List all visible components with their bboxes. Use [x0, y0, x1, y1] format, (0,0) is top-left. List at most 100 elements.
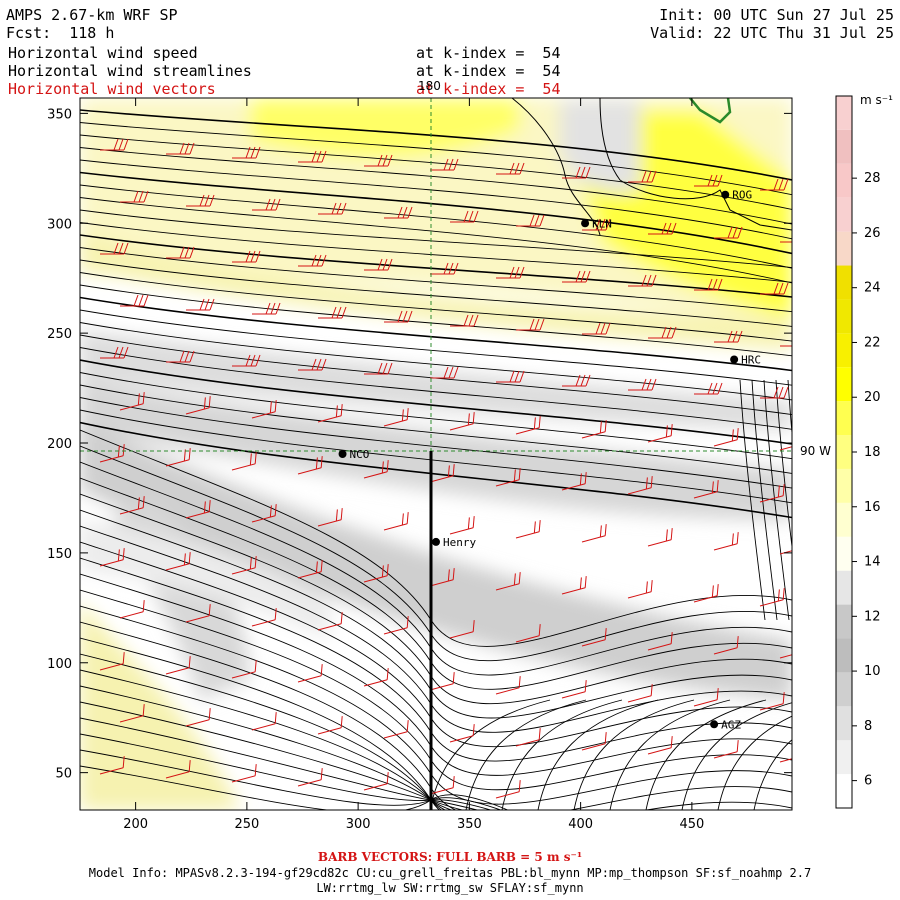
streamline — [80, 109, 792, 181]
colorbar-segment — [836, 129, 852, 164]
streamline — [573, 699, 695, 810]
wind-barb — [186, 194, 215, 207]
wind-barb — [298, 150, 327, 163]
wind-barb — [251, 608, 277, 627]
colorbar-segment — [836, 774, 852, 808]
wind-barb — [252, 198, 281, 211]
streamline — [80, 384, 792, 474]
colorbar-segment — [836, 333, 852, 368]
wind-barb — [383, 512, 409, 531]
streamline — [609, 699, 731, 810]
wind-barb — [251, 712, 277, 731]
wind-barb — [581, 524, 607, 543]
streamline — [787, 379, 792, 439]
y-tick-label: 150 — [47, 547, 72, 562]
colorbar-segment — [836, 96, 852, 130]
wind-barbs — [99, 138, 792, 799]
wind-barb — [297, 560, 323, 579]
field-name-streamlines: Horizontal wind streamlines — [8, 62, 252, 80]
streamline — [80, 372, 792, 460]
colorbar-segment — [836, 604, 852, 639]
colorbar-tick-label: 28 — [864, 171, 881, 186]
wind-barb — [231, 452, 257, 471]
wind-barb — [760, 282, 789, 295]
streamline — [80, 147, 792, 225]
wind-barb — [582, 218, 611, 231]
colorbar-segment — [836, 638, 852, 673]
y-tick-label: 350 — [47, 107, 72, 122]
colorbar-segment — [836, 536, 852, 571]
wind-barb — [318, 306, 347, 319]
wind-barb — [647, 736, 673, 755]
streamline — [80, 209, 792, 269]
stations: KLN ROG HRC NCO Henry AGZ — [338, 189, 761, 731]
colorbar-segment — [836, 163, 852, 198]
wind-barb — [760, 178, 789, 191]
streamline — [80, 359, 792, 445]
x-tick-label: 450 — [679, 817, 704, 832]
wind-barb — [119, 392, 145, 411]
wind-barb — [363, 460, 389, 479]
wind-barb — [297, 664, 323, 683]
y-tick-label: 50 — [55, 767, 72, 782]
streamline — [80, 284, 792, 357]
wind-barb — [581, 628, 607, 647]
x-tick-label: 350 — [457, 817, 482, 832]
wind-barb — [449, 412, 475, 431]
meridian-label: 180 — [418, 79, 441, 93]
wind-barb — [251, 400, 277, 419]
colorbar-segment — [836, 502, 852, 537]
wind-barb — [364, 362, 393, 375]
station-marker — [581, 219, 590, 228]
map-area: KLN ROG HRC NCO Henry AGZ — [80, 98, 792, 810]
wind-barb — [647, 424, 673, 443]
wind-barb — [384, 206, 413, 219]
streamline — [501, 699, 623, 810]
wind-barb — [185, 396, 211, 415]
colorbar-tick-label: 18 — [864, 445, 881, 460]
colorbar-segment — [836, 570, 852, 605]
wind-barb — [251, 504, 277, 523]
wind-barb — [516, 214, 545, 227]
colorbar-tick-label: 26 — [864, 226, 881, 241]
wind-barb — [232, 146, 261, 159]
wind-barb — [647, 528, 673, 547]
streamline — [80, 184, 792, 269]
wind-barb — [647, 632, 673, 651]
wind-barb — [713, 532, 739, 551]
streamline — [739, 379, 766, 621]
wind-barb — [298, 358, 327, 371]
wind-barb — [363, 564, 389, 583]
wind-barb — [318, 202, 347, 215]
wind-barb — [694, 174, 723, 187]
wind-barb — [430, 158, 459, 171]
map-axes: 200 250 300 350 400 450 50 100 150 200 250 300 350 — [47, 98, 792, 832]
streamline — [80, 122, 792, 196]
wind-barb — [120, 294, 149, 307]
wind-barb — [449, 620, 475, 639]
wind-barb — [693, 480, 719, 499]
wind-barb — [232, 354, 261, 367]
wind-barb — [430, 366, 459, 379]
streamline — [681, 702, 792, 810]
barb-note: BARB VECTORS: FULL BARB = 5 m s⁻¹ — [317, 850, 583, 864]
streamline — [80, 347, 792, 430]
wind-barb — [496, 162, 525, 175]
streamline — [80, 397, 792, 489]
valid-time: Valid: 22 UTC Thu 31 Jul 25 — [650, 24, 894, 42]
wind-barb — [429, 776, 455, 795]
colorbar-segment — [836, 706, 852, 741]
wind-barb — [232, 250, 261, 263]
wind-barb — [760, 386, 789, 399]
station-label: ROG — [732, 189, 752, 202]
wind-barb — [713, 428, 739, 447]
wind-barb — [515, 624, 541, 643]
x-tick-label: 200 — [123, 817, 148, 832]
colorbar-tick-label: 8 — [864, 719, 872, 734]
streamline — [80, 322, 792, 401]
x-tick-label: 400 — [568, 817, 593, 832]
wind-barb — [627, 684, 653, 703]
parallel-label: 90 W — [800, 444, 831, 458]
colorbar-segment — [836, 299, 852, 334]
colorbar-segment — [836, 435, 852, 469]
